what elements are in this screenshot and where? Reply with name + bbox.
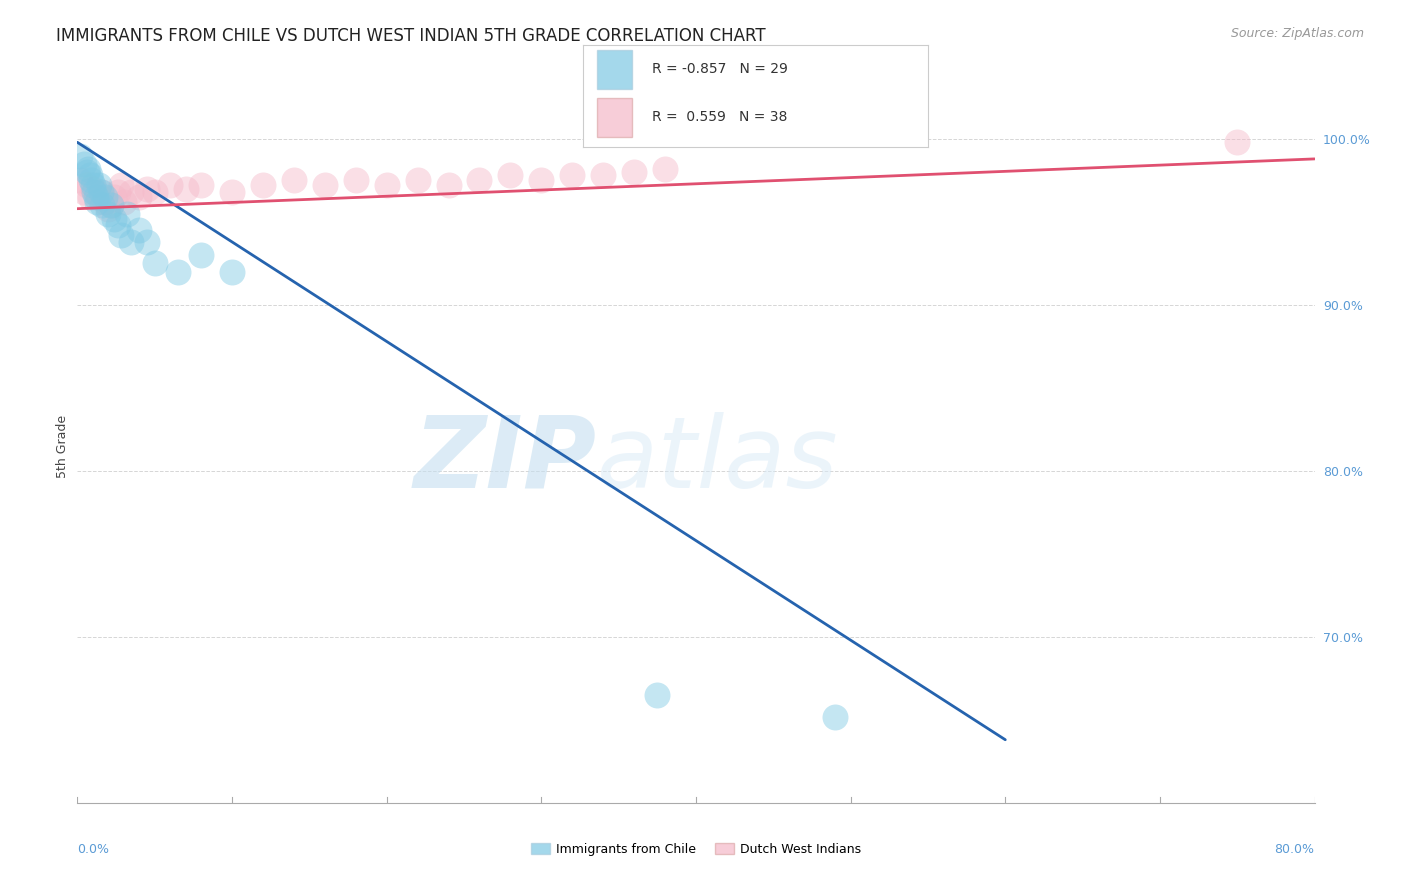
- Point: [283, 173, 305, 187]
- Point: [1226, 136, 1249, 150]
- Legend: Immigrants from Chile, Dutch West Indians: Immigrants from Chile, Dutch West Indian…: [526, 838, 866, 861]
- FancyBboxPatch shape: [598, 50, 631, 88]
- Point: [94, 195, 117, 210]
- Text: 0.0%: 0.0%: [77, 843, 110, 856]
- Point: [79, 169, 101, 183]
- Point: [314, 178, 336, 193]
- Point: [221, 185, 243, 199]
- Text: R =  0.559   N = 38: R = 0.559 N = 38: [652, 111, 787, 124]
- Point: [143, 256, 166, 270]
- Point: [87, 178, 110, 193]
- Point: [103, 211, 125, 226]
- Point: [143, 185, 166, 199]
- Point: [80, 173, 103, 187]
- Point: [83, 185, 105, 199]
- Point: [115, 207, 138, 221]
- Point: [824, 709, 846, 723]
- Point: [91, 198, 114, 212]
- Point: [221, 265, 243, 279]
- Point: [100, 198, 122, 212]
- Point: [107, 219, 129, 233]
- Point: [344, 173, 367, 187]
- Text: Source: ZipAtlas.com: Source: ZipAtlas.com: [1230, 27, 1364, 40]
- Point: [90, 185, 111, 199]
- Point: [82, 178, 104, 193]
- Point: [136, 235, 159, 249]
- Text: R = -0.857   N = 29: R = -0.857 N = 29: [652, 62, 789, 76]
- Point: [121, 235, 143, 249]
- Point: [647, 688, 669, 702]
- Point: [110, 178, 132, 193]
- Point: [100, 198, 122, 212]
- Point: [112, 195, 135, 210]
- Point: [69, 148, 91, 162]
- Point: [468, 173, 491, 187]
- Point: [128, 190, 150, 204]
- Point: [592, 169, 614, 183]
- Point: [623, 165, 645, 179]
- Point: [375, 178, 398, 193]
- Point: [110, 228, 132, 243]
- FancyBboxPatch shape: [598, 98, 631, 137]
- Point: [97, 202, 120, 216]
- Point: [94, 190, 117, 204]
- Point: [190, 248, 212, 262]
- Point: [91, 185, 114, 199]
- Point: [76, 178, 98, 193]
- Point: [499, 169, 522, 183]
- Point: [121, 185, 143, 199]
- Point: [76, 165, 98, 179]
- Point: [128, 223, 150, 237]
- Point: [77, 161, 100, 176]
- Text: ZIP: ZIP: [413, 412, 598, 508]
- Text: 80.0%: 80.0%: [1275, 843, 1315, 856]
- Point: [136, 182, 159, 196]
- Point: [190, 178, 212, 193]
- Point: [84, 185, 107, 199]
- Text: IMMIGRANTS FROM CHILE VS DUTCH WEST INDIAN 5TH GRADE CORRELATION CHART: IMMIGRANTS FROM CHILE VS DUTCH WEST INDI…: [56, 27, 766, 45]
- Point: [252, 178, 274, 193]
- Point: [72, 185, 94, 199]
- Point: [69, 173, 91, 187]
- Point: [87, 190, 110, 204]
- Point: [97, 207, 120, 221]
- Point: [159, 178, 181, 193]
- Point: [406, 173, 429, 187]
- Point: [72, 157, 94, 171]
- Point: [79, 190, 101, 204]
- Text: atlas: atlas: [598, 412, 838, 508]
- Point: [530, 173, 553, 187]
- Point: [167, 265, 190, 279]
- Point: [103, 190, 125, 204]
- Point: [437, 178, 460, 193]
- Point: [107, 185, 129, 199]
- Point: [84, 190, 107, 204]
- Point: [561, 169, 583, 183]
- Point: [654, 161, 676, 176]
- Y-axis label: 5th Grade: 5th Grade: [56, 415, 69, 477]
- Point: [174, 182, 197, 196]
- Point: [86, 195, 108, 210]
- Point: [82, 182, 104, 196]
